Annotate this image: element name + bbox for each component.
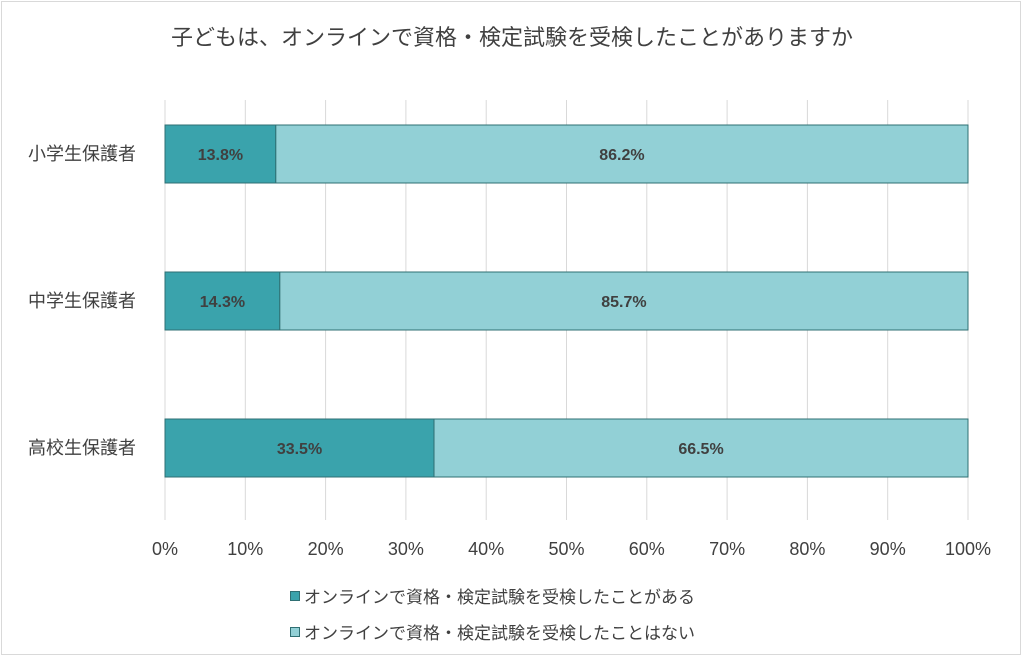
data-label: 13.8% (198, 147, 243, 164)
category-label: 中学生保護者 (28, 291, 136, 312)
data-label: 66.5% (678, 441, 723, 458)
legend-label-has-taken: オンラインで資格・検定試験を受検したことがある (304, 588, 695, 608)
x-tick-label: 20% (308, 539, 344, 559)
x-tick-label: 10% (227, 539, 263, 559)
x-tick-label: 90% (870, 539, 906, 559)
data-label: 14.3% (200, 294, 245, 311)
category-label: 高校生保護者 (28, 438, 136, 459)
x-tick-label: 50% (548, 539, 584, 559)
legend-label-not-taken: オンラインで資格・検定試験を受検したことはない (304, 624, 695, 644)
data-label: 86.2% (599, 147, 644, 164)
legend-swatch-has-taken (290, 590, 300, 601)
legend-item-not-taken: オンラインで資格・検定試験を受検したことはない (290, 619, 695, 644)
legend-swatch-not-taken (290, 626, 300, 637)
data-label: 33.5% (277, 441, 322, 458)
bar-segment (164, 418, 435, 478)
bar-segment (279, 271, 969, 331)
x-tick-label: 30% (388, 539, 424, 559)
category-label: 小学生保護者 (28, 144, 136, 165)
x-tick-label: 70% (709, 539, 745, 559)
bar-segment (433, 418, 969, 478)
legend-item-has-taken: オンラインで資格・検定試験を受検したことがある (290, 583, 695, 608)
chart-title: 子どもは、オンラインで資格・検定試験を受検したことがありますか (170, 26, 853, 51)
x-tick-label: 40% (468, 539, 504, 559)
data-label: 85.7% (601, 294, 646, 311)
bar-segment (275, 124, 969, 184)
x-tick-label: 0% (152, 539, 178, 559)
x-tick-label: 60% (629, 539, 665, 559)
x-tick-label: 100% (945, 539, 991, 559)
x-tick-label: 80% (789, 539, 825, 559)
